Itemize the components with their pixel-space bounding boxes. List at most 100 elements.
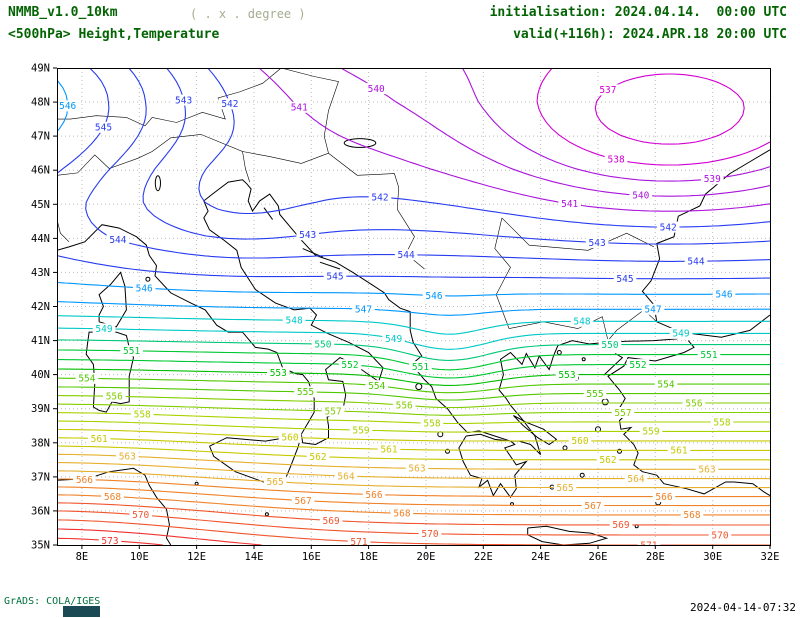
coastline bbox=[98, 271, 127, 328]
contour-label: 571 bbox=[350, 537, 367, 548]
lat-tick-label: 46N bbox=[31, 165, 50, 177]
contour-label: 546 bbox=[425, 291, 442, 302]
contour-label-bg bbox=[129, 509, 152, 521]
model-title: NMMB_v1.0_10km bbox=[8, 5, 118, 20]
contour-label-bg bbox=[420, 417, 444, 429]
border-line bbox=[57, 219, 70, 243]
contour-label: 571 bbox=[640, 540, 657, 551]
contour-label-bg bbox=[130, 408, 154, 420]
contour-label-bg bbox=[680, 509, 704, 521]
border-line bbox=[501, 217, 655, 251]
island bbox=[437, 431, 444, 438]
contour-label: 565 bbox=[267, 477, 284, 488]
contour-label: 540 bbox=[368, 84, 385, 95]
contour-label: 554 bbox=[368, 381, 385, 392]
contour-label-bg bbox=[103, 390, 126, 402]
border-line bbox=[494, 217, 511, 329]
contour-path bbox=[57, 386, 770, 401]
contour-label-bg bbox=[697, 349, 721, 361]
contour-path bbox=[258, 68, 770, 212]
contour-label: 540 bbox=[632, 191, 649, 202]
contour-label: 561 bbox=[670, 446, 687, 457]
contour-label: 550 bbox=[314, 339, 331, 350]
contour-label-bg bbox=[409, 361, 432, 373]
contour-label-bg bbox=[101, 491, 124, 503]
contour-label-bg bbox=[98, 535, 122, 545]
contour-label-bg bbox=[695, 463, 719, 475]
contour-label: 573 bbox=[101, 536, 118, 547]
field-title: <500hPa> Height,Temperature bbox=[8, 27, 220, 42]
contour-label: 560 bbox=[571, 436, 588, 447]
logo-block bbox=[63, 606, 100, 617]
coastline bbox=[527, 525, 609, 545]
contour-label: 549 bbox=[95, 324, 112, 335]
contour-label: 543 bbox=[589, 238, 606, 249]
contour-label-bg bbox=[352, 303, 375, 315]
grid-spacing-note: ( . x . degree ) bbox=[190, 7, 306, 21]
contour-labels: 537 538 539 540 540 541 541 542 542 542 543 543 543 5… bbox=[57, 83, 736, 551]
contour-label-bg bbox=[87, 433, 111, 444]
contour-label: 541 bbox=[291, 103, 308, 114]
contour-label-bg bbox=[568, 435, 592, 447]
lon-tick-label: 22E bbox=[474, 551, 493, 563]
contour-label: 551 bbox=[412, 362, 429, 373]
contour-label: 555 bbox=[297, 387, 314, 398]
contour-label-bg bbox=[288, 101, 311, 113]
contour-label: 545 bbox=[95, 123, 112, 134]
contour-label: 546 bbox=[59, 101, 76, 112]
contour-label: 559 bbox=[352, 425, 369, 436]
contour-path bbox=[57, 519, 770, 545]
lat-tick-label: 39N bbox=[31, 403, 50, 415]
contour-label: 554 bbox=[78, 374, 95, 385]
map-frame bbox=[57, 68, 771, 546]
contour-label: 553 bbox=[558, 370, 575, 381]
contour-label-bg bbox=[583, 388, 607, 400]
contour-path bbox=[57, 377, 770, 394]
contour-label-bg bbox=[282, 314, 306, 326]
contour-label-bg bbox=[278, 431, 302, 443]
contour-label: 542 bbox=[371, 193, 388, 204]
contour-label: 561 bbox=[91, 434, 108, 445]
contour-label-bg bbox=[656, 221, 680, 233]
contour-label: 553 bbox=[270, 368, 287, 379]
contour-label-bg bbox=[132, 282, 156, 294]
contour-path bbox=[57, 470, 770, 489]
axes: 35N 36N 37N 38N 39N 40N 41N 42N 43N 44N 45N 46N 47N 4… bbox=[31, 63, 779, 564]
contour-label: 542 bbox=[221, 99, 238, 110]
contour-label-bg bbox=[362, 489, 386, 501]
contour-label: 566 bbox=[655, 492, 672, 503]
contour-path bbox=[57, 327, 770, 350]
lon-tick-label: 10E bbox=[130, 551, 149, 563]
contour-label: 542 bbox=[660, 222, 677, 233]
contour-path bbox=[57, 510, 770, 536]
contour-label-bg bbox=[218, 98, 242, 110]
contour-label-bg bbox=[626, 359, 650, 371]
contour-label-bg bbox=[555, 369, 579, 381]
lat-tick-label: 42N bbox=[31, 301, 50, 313]
contour-path bbox=[57, 281, 770, 297]
contour-label: 560 bbox=[281, 433, 298, 444]
contour-label-bg bbox=[405, 462, 429, 474]
contour-label-bg bbox=[609, 519, 633, 531]
contour-path bbox=[57, 528, 262, 545]
contour-path bbox=[57, 445, 770, 461]
contour-label-bg bbox=[172, 94, 195, 106]
contour-label: 565 bbox=[556, 483, 573, 494]
contour-path bbox=[57, 315, 770, 335]
contour-path bbox=[57, 437, 770, 451]
contour-label-bg bbox=[390, 507, 414, 519]
island bbox=[264, 512, 269, 517]
contour-label-bg bbox=[392, 399, 416, 411]
contour-label-bg bbox=[712, 288, 736, 300]
contour-label: 564 bbox=[337, 471, 354, 482]
contour-label: 563 bbox=[408, 464, 425, 475]
contour-label: 549 bbox=[672, 329, 689, 340]
lon-tick-label: 28E bbox=[646, 551, 665, 563]
contour-label-bg bbox=[368, 191, 392, 203]
contour-label: 543 bbox=[175, 95, 192, 106]
contour-label: 567 bbox=[584, 501, 601, 512]
lake bbox=[154, 175, 161, 192]
contour-label-bg bbox=[598, 339, 622, 351]
lon-tick-label: 18E bbox=[359, 551, 378, 563]
